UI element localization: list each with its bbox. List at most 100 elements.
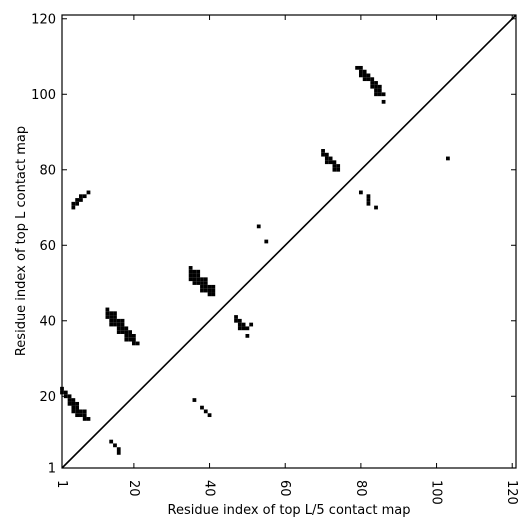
upper-contact-point — [196, 269, 201, 274]
upper-contact-point — [192, 277, 197, 282]
upper-contact-point — [116, 326, 121, 331]
x-tick-label: 100 — [429, 480, 444, 505]
upper-contact-point — [358, 69, 363, 74]
upper-contact-point — [105, 311, 110, 316]
upper-contact-point — [128, 333, 132, 338]
upper-contact-point — [124, 330, 129, 334]
upper-contact-point — [370, 84, 375, 89]
upper-contact-point — [321, 149, 325, 153]
upper-contact-point — [328, 156, 333, 161]
upper-contact-point — [116, 330, 121, 334]
plot-frame — [61, 14, 517, 469]
upper-contact-point — [256, 224, 261, 229]
upper-contact-point — [124, 333, 129, 338]
lower-contact-point — [366, 198, 371, 202]
chart-marks — [60, 14, 517, 469]
upper-contact-point — [135, 341, 140, 346]
upper-contact-point — [358, 65, 363, 70]
upper-contact-point — [124, 326, 129, 331]
lower-contact-point — [82, 417, 87, 421]
upper-contact-point — [362, 77, 367, 82]
upper-contact-point — [366, 77, 371, 82]
upper-contact-point — [324, 160, 329, 165]
upper-contact-point — [203, 277, 208, 282]
upper-contact-point — [245, 326, 250, 331]
upper-contact-point — [131, 341, 136, 346]
upper-contact-point — [377, 84, 382, 89]
upper-contact-point — [116, 322, 121, 327]
upper-contact-point — [211, 288, 216, 293]
upper-contact-point — [109, 311, 114, 316]
upper-contact-point — [332, 164, 337, 168]
upper-contact-point — [75, 201, 80, 206]
upper-contact-point — [196, 277, 201, 282]
upper-contact-point — [362, 73, 367, 78]
upper-contact-point — [200, 284, 204, 289]
upper-contact-point — [188, 266, 193, 270]
upper-contact-point — [374, 92, 378, 97]
upper-contact-point — [324, 152, 329, 157]
lower-contact-point — [113, 443, 117, 448]
x-tick-label: 1 — [54, 480, 69, 488]
upper-contact-point — [374, 84, 378, 89]
lower-contact-point — [82, 409, 87, 414]
y-tick-label: 60 — [39, 239, 56, 254]
lower-contact-point — [71, 405, 76, 410]
upper-contact-point — [381, 92, 386, 97]
upper-contact-point — [86, 190, 91, 195]
upper-contact-point — [332, 167, 337, 172]
upper-contact-point — [113, 315, 117, 319]
upper-contact-point — [355, 65, 359, 70]
lower-contact-point — [71, 409, 76, 414]
upper-contact-point — [377, 92, 382, 97]
upper-contact-point — [196, 273, 201, 278]
upper-contact-point — [192, 281, 197, 285]
lower-contact-point — [116, 447, 121, 452]
lower-contact-point — [67, 394, 72, 399]
upper-contact-point — [79, 198, 83, 202]
upper-contact-point — [321, 152, 325, 157]
upper-contact-point — [109, 322, 114, 327]
upper-contact-point — [131, 333, 136, 338]
x-tick-label: 120 — [504, 480, 519, 505]
lower-contact-point — [63, 390, 68, 395]
upper-contact-point — [200, 288, 204, 293]
upper-contact-point — [211, 292, 216, 297]
upper-contact-point — [71, 201, 76, 206]
upper-contact-point — [128, 330, 132, 334]
upper-contact-point — [366, 73, 371, 78]
upper-contact-point — [120, 326, 125, 331]
upper-contact-point — [358, 73, 363, 78]
upper-contact-point — [105, 307, 110, 312]
upper-contact-point — [336, 167, 341, 172]
upper-contact-point — [75, 198, 80, 202]
upper-contact-point — [237, 322, 242, 327]
upper-contact-point — [188, 273, 193, 278]
upper-contact-point — [105, 315, 110, 319]
upper-contact-point — [200, 277, 204, 282]
lower-contact-point — [67, 398, 72, 402]
upper-contact-point — [188, 277, 193, 282]
upper-contact-point — [234, 315, 238, 319]
upper-contact-point — [200, 281, 204, 285]
upper-contact-point — [362, 69, 367, 74]
upper-contact-point — [249, 322, 254, 327]
upper-contact-point — [71, 205, 76, 210]
upper-contact-point — [324, 156, 329, 161]
lower-contact-point — [71, 401, 76, 406]
y-tick-label: 40 — [39, 314, 56, 329]
upper-contact-point — [192, 269, 197, 274]
upper-contact-point — [377, 88, 382, 93]
lower-contact-point — [75, 405, 80, 410]
lower-contact-point — [374, 205, 378, 210]
upper-contact-point — [328, 160, 333, 165]
upper-contact-point — [237, 326, 242, 331]
lower-contact-point — [86, 417, 91, 421]
y-tick-label: 100 — [31, 88, 56, 103]
upper-contact-point — [264, 239, 269, 244]
x-tick-label: 20 — [126, 480, 141, 497]
y-axis-label: Residue index of top L contact map — [14, 126, 29, 356]
upper-contact-point — [207, 288, 212, 293]
lower-contact-point — [71, 398, 76, 402]
